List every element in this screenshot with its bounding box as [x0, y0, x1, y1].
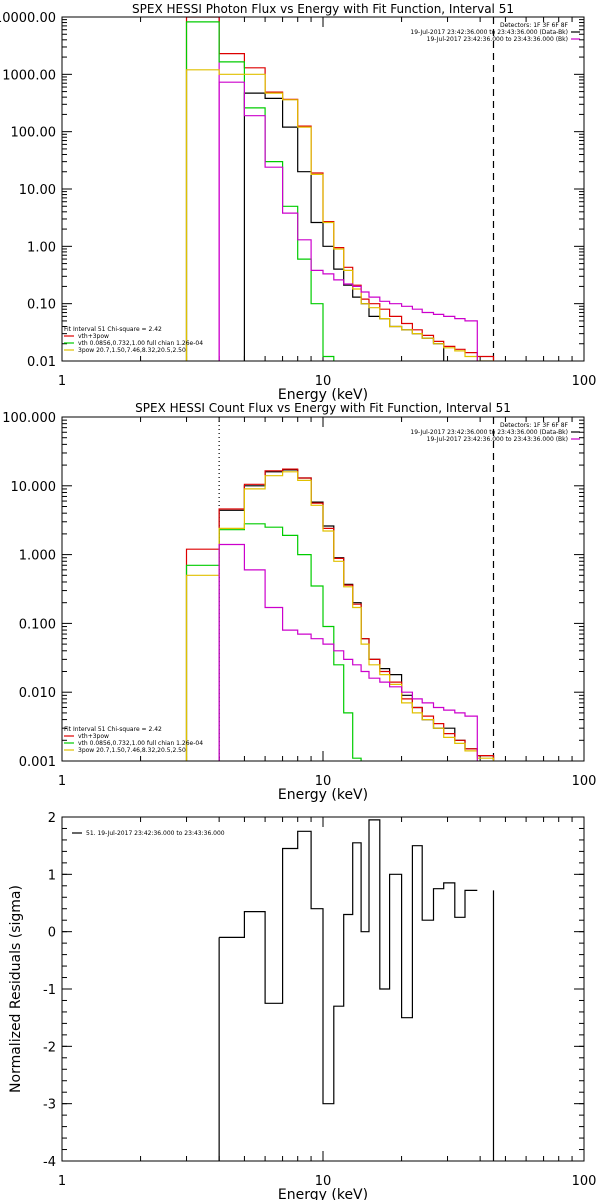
plot-frame	[61, 416, 585, 762]
y-tick-label: 0.001	[19, 755, 56, 770]
photon-flux-chart: SPEX HESSI Photon Flux vs Energy with Fi…	[0, 2, 596, 403]
count-flux-chart: SPEX HESSI Count Flux vs Energy with Fit…	[2, 401, 596, 803]
legend-entry: vth+3pow	[78, 333, 109, 340]
series-line-2	[185, 523, 362, 761]
series-line-1	[185, 468, 495, 761]
y-axis-label: Normalized Residuals (sigma)	[8, 885, 24, 1093]
chart-title: SPEX HESSI Count Flux vs Energy with Fit…	[135, 401, 511, 415]
plot-area	[185, 417, 495, 761]
x-axis-label: Energy (keV)	[278, 1187, 368, 1200]
x-tick-label: 100	[572, 374, 597, 389]
y-tick-label: 0.010	[19, 686, 56, 701]
legend-entry: 19-Jul-2017 23:42:36.000 to 23:43:36.000…	[427, 36, 568, 43]
x-axis-label: Energy (keV)	[278, 387, 368, 403]
legend-entry: 19-Jul-2017 23:42:36.000 to 23:43:36.000…	[410, 29, 568, 36]
y-tick-label: 100.00	[11, 126, 57, 141]
x-tick-label: 1	[58, 374, 66, 389]
plot-area	[218, 819, 495, 1161]
x-tick-label: 10	[315, 374, 332, 389]
y-tick-label: 2	[48, 811, 56, 826]
legend-entry: 19-Jul-2017 23:42:36.000 to 23:43:36.000…	[410, 429, 568, 436]
y-tick-label: -3	[43, 1098, 56, 1113]
legend-entry: Fit Interval 51 Chi-square = 2.42	[64, 726, 162, 733]
series-line-1	[185, 17, 495, 361]
y-tick-label: -2	[43, 1040, 56, 1055]
y-tick-label: 1.00	[27, 240, 56, 255]
legend-entry: 3pow 20.7,1.50,7.46,8.32,20.5,2.50	[78, 747, 186, 754]
series-line-4	[218, 81, 478, 361]
y-tick-label: -1	[43, 983, 56, 998]
legend-entry: vth 0.0856,0.732,1.00 full chian 1.26e-0…	[78, 740, 203, 747]
legend-entry: vth+3pow	[78, 733, 109, 740]
x-tick-label: 10	[315, 1174, 332, 1189]
series-line-4	[218, 543, 478, 761]
legend-entry: Fit Interval 51 Chi-square = 2.42	[64, 326, 162, 333]
y-tick-label: 0	[48, 926, 56, 941]
series-line-3	[185, 69, 495, 361]
legend-entry: 51. 19-Jul-2017 23:42:36.000 to 23:43:36…	[86, 830, 225, 837]
plot-area	[185, 17, 495, 361]
legend-entry: Detectors: 1F 3F 6F 8F	[500, 422, 569, 429]
legend-entry: Detectors: 1F 3F 6F 8F	[500, 22, 569, 29]
y-tick-label: 10.00	[19, 183, 56, 198]
plot-frame	[61, 816, 585, 1162]
x-tick-label: 1	[58, 1174, 66, 1189]
y-tick-label: 10000.00	[0, 11, 56, 26]
legend-entry: 19-Jul-2017 23:42:36.000 to 23:43:36.000…	[427, 436, 568, 443]
y-tick-label: 1000.00	[2, 68, 56, 83]
y-tick-label: 100.000	[2, 411, 56, 426]
y-tick-label: 10.000	[11, 480, 57, 495]
x-tick-label: 1	[58, 774, 66, 789]
x-axis-label: Energy (keV)	[278, 787, 368, 803]
x-tick-label: 10	[315, 774, 332, 789]
x-tick-label: 100	[572, 1174, 597, 1189]
y-tick-label: 1.000	[19, 549, 56, 564]
y-tick-label: 0.100	[19, 617, 56, 632]
y-tick-label: 0.10	[27, 298, 56, 313]
plot-frame	[61, 16, 585, 362]
y-tick-label: 0.01	[27, 355, 56, 370]
y-tick-label: 1	[48, 868, 56, 883]
x-tick-label: 100	[572, 774, 597, 789]
legend-entry: vth 0.0856,0.732,1.00 full chian 1.26e-0…	[78, 340, 203, 347]
series-line-3	[185, 471, 495, 761]
y-tick-label: -4	[43, 1155, 56, 1170]
chart-title: SPEX HESSI Photon Flux vs Energy with Fi…	[132, 2, 514, 16]
series-line-0	[219, 819, 478, 1105]
legend-entry: 3pow 20.7,1.50,7.46,8.32,20.5,2.50	[78, 347, 186, 354]
